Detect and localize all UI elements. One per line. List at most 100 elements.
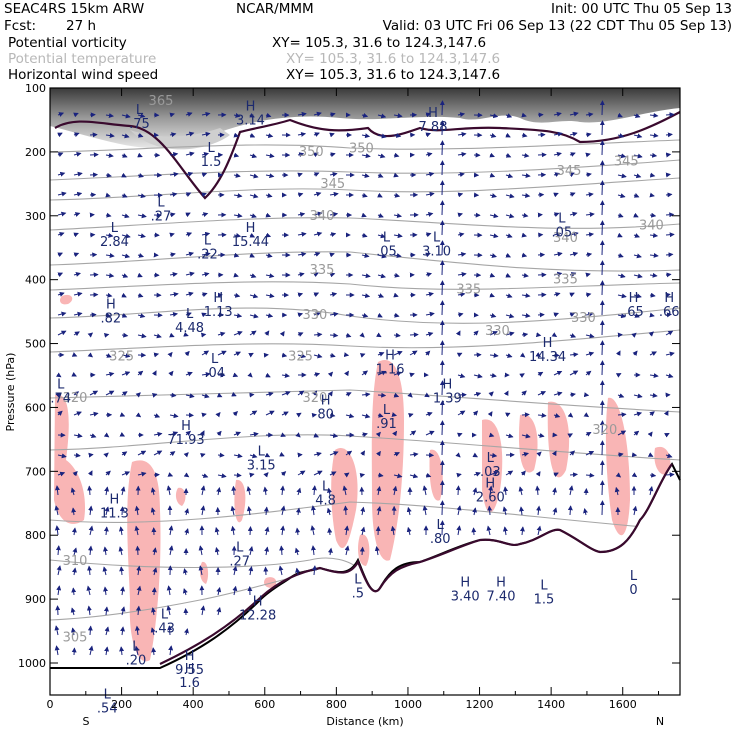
wind-arrow: [649, 292, 656, 298]
wind-arrow: [377, 273, 386, 279]
wind-arrow: [329, 152, 336, 158]
wind-arrow: [105, 212, 112, 218]
hl-letter: H: [385, 349, 395, 364]
wind-arrow: [455, 485, 461, 496]
wind-arrow: [377, 113, 387, 119]
wind-arrow: [137, 370, 144, 376]
wind-arrow: [169, 392, 177, 398]
wind-arrow: [152, 547, 158, 556]
wind-arrow: [377, 412, 384, 418]
theta-contour-label: 365: [149, 94, 174, 109]
wind-arrow: [297, 312, 304, 318]
wind-arrow: [599, 340, 605, 356]
wind-arrow: [137, 333, 147, 339]
wind-arrow: [233, 351, 241, 357]
wind-arrow: [311, 565, 317, 576]
wind-arrow: [71, 372, 77, 377]
wind-arrow: [569, 192, 576, 197]
hl-letter: H: [664, 291, 674, 306]
wind-arrow: [617, 412, 627, 418]
wind-arrow: [72, 567, 77, 576]
hl-value: .5: [352, 586, 364, 601]
hl-letter: H: [629, 291, 639, 306]
wind-arrow: [344, 370, 349, 377]
wind-arrow: [505, 331, 515, 337]
wind-arrow: [439, 360, 445, 376]
wind-arrow: [103, 586, 109, 596]
wind-arrow: [439, 340, 445, 356]
wind-arrow: [632, 505, 638, 516]
wind-arrow: [392, 430, 398, 437]
wind-arrow: [633, 173, 642, 179]
wind-arrow: [200, 605, 206, 616]
wind-arrow: [233, 431, 242, 437]
hl-letter: L: [437, 518, 445, 533]
wind-arrow: [585, 252, 593, 258]
wind-arrow: [297, 131, 307, 137]
hl-letter: L: [322, 480, 330, 495]
wind-arrow: [153, 431, 163, 437]
wind-arrow: [377, 351, 385, 357]
wind-arrow: [104, 486, 110, 496]
hl-value: 4.48: [175, 321, 204, 336]
wind-arrow: [505, 272, 511, 278]
wind-arrow: [617, 133, 625, 138]
wind-arrow: [119, 506, 125, 516]
wind-arrow: [553, 111, 562, 117]
wind-arrow: [153, 352, 160, 358]
wind-arrow: [201, 251, 211, 257]
wind-arrow: [201, 292, 208, 298]
wind-arrow: [73, 151, 82, 157]
wind-arrow: [201, 192, 207, 198]
wind-arrow: [214, 526, 220, 536]
wind-arrow: [392, 485, 398, 496]
hl-value: 3.14: [236, 114, 265, 129]
theta-contour-label: 350: [299, 145, 324, 160]
wind-arrow: [472, 507, 478, 516]
wind-arrow: [439, 240, 445, 256]
wind-arrow: [233, 472, 242, 478]
wind-arrow: [134, 645, 140, 656]
theta-contour-label: 345: [614, 154, 639, 169]
wind-arrow: [425, 152, 433, 157]
wind-arrow: [280, 525, 286, 536]
wind-arrow: [585, 432, 592, 437]
wind-arrow: [54, 525, 60, 536]
wind-arrow: [489, 113, 499, 119]
wind-arrow: [633, 313, 640, 318]
wind-arrow: [665, 232, 675, 238]
wind-arrow: [217, 452, 225, 458]
wind-arrow: [359, 353, 366, 358]
wind-arrow: [505, 412, 511, 418]
wind-arrow: [201, 271, 210, 277]
wind-arrow: [535, 485, 541, 496]
wind-arrow: [473, 391, 482, 397]
wind-arrow: [599, 320, 605, 336]
wind-arrow: [585, 370, 592, 376]
wind-arrow: [585, 212, 595, 217]
wind-arrow: [137, 152, 143, 158]
wind-arrow: [295, 432, 301, 438]
wind-arrow: [278, 565, 284, 576]
wind-arrow: [665, 212, 675, 218]
wind-arrow: [488, 485, 494, 496]
wind-arrow: [631, 472, 638, 478]
wind-arrow: [264, 546, 270, 556]
wind-arrow: [361, 253, 370, 259]
wind-arrow: [599, 260, 605, 276]
wind-arrow: [297, 292, 304, 298]
wind-arrow: [393, 253, 402, 259]
wind-arrow: [168, 645, 174, 656]
wind-arrow: [569, 352, 579, 358]
wind-arrow: [265, 273, 275, 279]
wind-arrow: [88, 505, 94, 516]
wind-arrow: [327, 487, 332, 496]
hl-letter: L: [258, 445, 266, 460]
wind-arrow: [135, 412, 142, 418]
wind-arrow: [182, 588, 188, 596]
wind-arrow: [599, 280, 605, 296]
hl-letter: L: [540, 579, 548, 594]
wind-arrow: [73, 271, 81, 277]
x-tick-label: 600: [254, 698, 275, 711]
wind-arrow: [503, 390, 509, 397]
